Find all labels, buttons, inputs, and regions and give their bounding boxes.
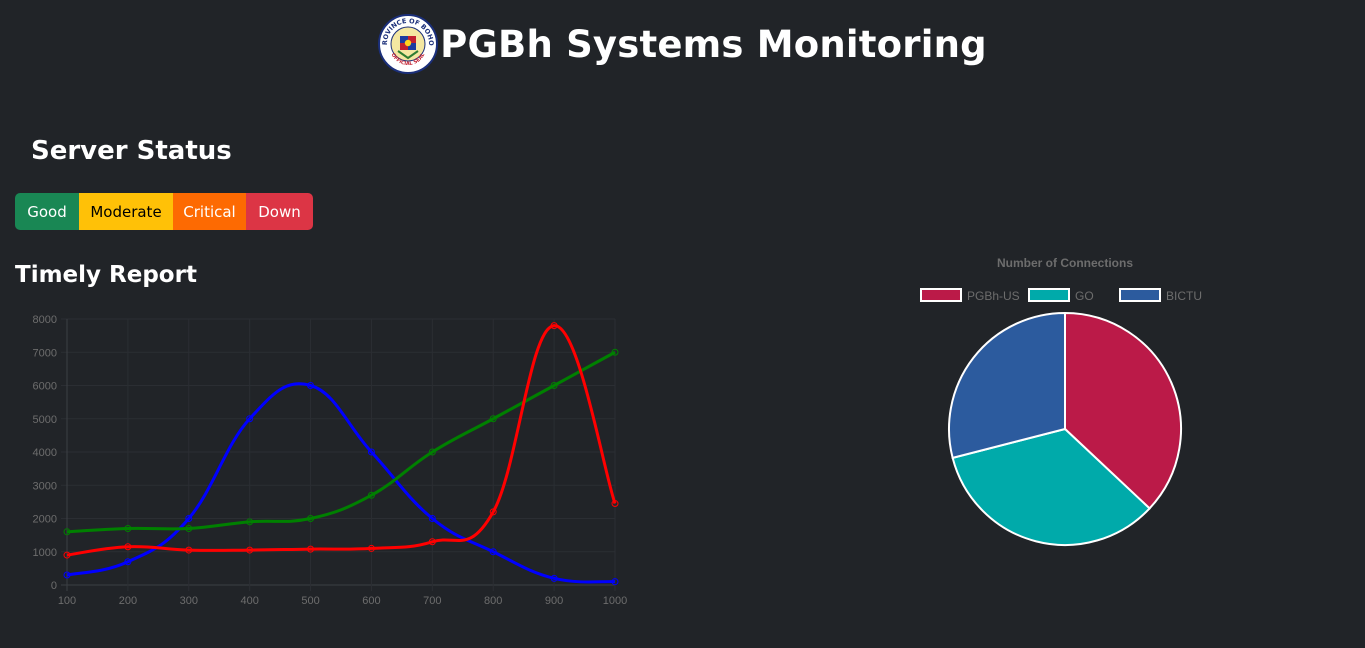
status-button-group: Good Moderate Critical Down bbox=[15, 193, 313, 230]
data-point[interactable] bbox=[246, 518, 254, 526]
y-tick-label: 7000 bbox=[33, 347, 57, 359]
data-point[interactable] bbox=[185, 515, 193, 522]
pie-slice-go[interactable] bbox=[951, 427, 1151, 546]
x-tick-label: 200 bbox=[119, 595, 137, 607]
pie-slice-pgbh-us[interactable] bbox=[1064, 311, 1182, 510]
y-tick-label: 1000 bbox=[33, 547, 57, 559]
x-tick-label: 300 bbox=[180, 595, 198, 607]
data-point[interactable] bbox=[367, 448, 375, 456]
x-tick-label: 600 bbox=[362, 595, 380, 607]
y-tick-label: 0 bbox=[51, 580, 57, 592]
data-point[interactable] bbox=[611, 500, 619, 508]
legend-swatch[interactable] bbox=[1028, 288, 1070, 302]
y-tick-label: 2000 bbox=[33, 514, 57, 526]
legend-label[interactable]: GO bbox=[1075, 289, 1094, 303]
data-point[interactable] bbox=[428, 515, 436, 522]
header: PROVINCE OF BOHOL OFFICIAL SEAL PGBh Sys… bbox=[0, 14, 1365, 74]
y-tick-label: 8000 bbox=[33, 314, 57, 326]
pie-slice-bictu[interactable] bbox=[948, 311, 1066, 460]
pie-title: Number of Connections bbox=[997, 256, 1133, 270]
y-tick-label: 5000 bbox=[33, 414, 57, 426]
data-point[interactable] bbox=[63, 528, 71, 536]
legend-label[interactable]: BICTU bbox=[1166, 289, 1202, 303]
x-tick-label: 900 bbox=[545, 595, 563, 607]
x-tick-label: 500 bbox=[301, 595, 319, 607]
data-point[interactable] bbox=[550, 382, 558, 389]
y-tick-label: 3000 bbox=[33, 480, 57, 492]
data-point[interactable] bbox=[124, 543, 132, 551]
series-line-1 bbox=[66, 350, 616, 534]
legend-swatch[interactable] bbox=[1119, 288, 1161, 302]
series-line-0 bbox=[66, 382, 616, 584]
data-point[interactable] bbox=[489, 415, 497, 423]
data-point[interactable] bbox=[428, 448, 436, 456]
moderate-button[interactable]: Moderate bbox=[79, 193, 173, 230]
data-point[interactable] bbox=[63, 551, 71, 559]
data-point[interactable] bbox=[611, 578, 619, 586]
data-point[interactable] bbox=[246, 415, 254, 423]
x-tick-label: 700 bbox=[423, 595, 441, 607]
data-point[interactable] bbox=[246, 546, 254, 554]
data-point[interactable] bbox=[550, 322, 558, 330]
y-tick-label: 6000 bbox=[33, 381, 57, 393]
data-point[interactable] bbox=[611, 348, 619, 356]
app-title: PGBh Systems Monitoring bbox=[440, 22, 987, 66]
down-button[interactable]: Down bbox=[246, 193, 313, 230]
data-point[interactable] bbox=[185, 546, 193, 554]
timely-report-heading: Timely Report bbox=[15, 262, 197, 288]
data-point[interactable] bbox=[367, 491, 375, 499]
data-point[interactable] bbox=[428, 538, 436, 546]
data-point[interactable] bbox=[307, 545, 315, 553]
series-line-2 bbox=[66, 324, 617, 557]
good-button[interactable]: Good bbox=[15, 193, 79, 230]
x-tick-label: 100 bbox=[58, 595, 76, 607]
data-point[interactable] bbox=[63, 571, 71, 579]
data-point[interactable] bbox=[307, 515, 315, 522]
data-point[interactable] bbox=[185, 524, 193, 532]
critical-button[interactable]: Critical bbox=[173, 193, 246, 230]
data-point[interactable] bbox=[489, 508, 497, 516]
x-tick-label: 1000 bbox=[603, 595, 627, 607]
x-tick-label: 800 bbox=[484, 595, 502, 607]
provincial-seal-icon: PROVINCE OF BOHOL OFFICIAL SEAL bbox=[378, 14, 439, 74]
data-point[interactable] bbox=[550, 574, 558, 582]
data-point[interactable] bbox=[124, 558, 132, 566]
legend-label[interactable]: PGBh-US bbox=[967, 289, 1020, 303]
legend-swatch[interactable] bbox=[920, 288, 962, 302]
data-point[interactable] bbox=[489, 548, 497, 556]
server-status-heading: Server Status bbox=[31, 136, 232, 166]
timely-report-line-chart: 0 1000 2000 3000 4000 5000 6000 7000 8000 100 200 3… bbox=[33, 314, 628, 607]
y-tick-label: 4000 bbox=[33, 447, 57, 459]
connections-pie-chart: Number of Connections PGBh-US GO BICTU bbox=[920, 256, 1202, 546]
data-point[interactable] bbox=[367, 544, 375, 552]
data-point[interactable] bbox=[124, 524, 132, 532]
data-point[interactable] bbox=[307, 382, 315, 389]
x-tick-label: 400 bbox=[240, 595, 258, 607]
